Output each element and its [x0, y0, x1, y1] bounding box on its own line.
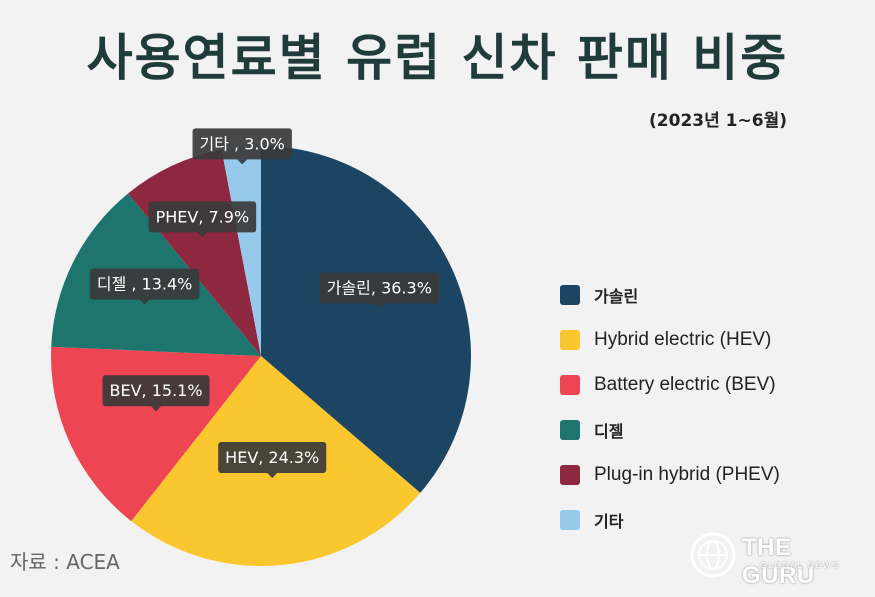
pie-slice-other[interactable]: [221, 146, 261, 356]
legend-label: Plug-in hybrid (PHEV): [594, 463, 780, 485]
slice-label-pointer: [151, 406, 162, 412]
slice-label-box: [192, 128, 292, 160]
pie-slice-gasoline[interactable]: [261, 146, 472, 493]
legend-swatch: [560, 464, 580, 485]
slice-label-other: 기타 , 3.0%: [192, 128, 292, 165]
legend-item-phev[interactable]: Plug-in hybrid (PHEV): [560, 452, 780, 497]
legend-swatch: [560, 374, 580, 395]
slice-label-pointer: [139, 299, 150, 305]
source-note: 자료 : ACEA: [10, 550, 120, 574]
legend-swatch: [560, 329, 580, 350]
legend-label: 디젤: [594, 421, 624, 441]
publisher-logo: THE GURU GLOBAL NEWS: [690, 530, 860, 589]
legend: 가솔린 Hybrid electric (HEV) Battery electr…: [560, 272, 780, 542]
legend-swatch: [560, 284, 580, 305]
slice-label-text: HEV, 24.3%: [225, 448, 319, 467]
slice-label-box: [102, 375, 210, 407]
slice-label-box: [148, 201, 257, 233]
logo-tagline: GLOBAL NEWS: [760, 561, 840, 570]
pie-slice-phev[interactable]: [128, 149, 261, 356]
slice-label-pointer: [237, 159, 248, 165]
slice-label-box: [89, 268, 200, 300]
slice-label-text: PHEV, 7.9%: [156, 207, 250, 226]
legend-swatch: [560, 419, 580, 440]
slice-label-pointer: [267, 472, 278, 478]
legend-item-gasoline[interactable]: 가솔린: [560, 272, 780, 317]
slice-label-box: [218, 441, 327, 473]
legend-item-diesel[interactable]: 디젤: [560, 407, 780, 452]
legend-label: Battery electric (BEV): [594, 373, 776, 395]
legend-label: 기타: [594, 511, 624, 531]
globe-icon: [690, 532, 736, 578]
slice-label-text: 기타 , 3.0%: [200, 134, 285, 153]
slice-label-text: 가솔린, 36.3%: [327, 279, 432, 298]
slice-label-gasoline: 가솔린, 36.3%: [319, 272, 439, 309]
chart-subtitle: (2023년 1~6월): [649, 111, 787, 131]
legend-label: Hybrid electric (HEV): [594, 328, 772, 350]
legend-label: 가솔린: [594, 286, 639, 306]
legend-swatch: [560, 509, 580, 530]
slice-label-diesel: 디젤 , 13.4%: [89, 268, 200, 305]
slice-label-hev: HEV, 24.3%: [218, 441, 327, 478]
slice-label-phev: PHEV, 7.9%: [148, 201, 257, 238]
slice-label-box: [319, 272, 439, 304]
legend-item-hev[interactable]: Hybrid electric (HEV): [560, 317, 780, 362]
slice-label-pointer: [197, 232, 208, 238]
legend-item-bev[interactable]: Battery electric (BEV): [560, 362, 780, 407]
logo-name: THE GURU: [742, 534, 815, 589]
legend-item-other[interactable]: 기타: [560, 497, 780, 542]
slice-label-pointer: [374, 303, 385, 309]
slice-label-bev: BEV, 15.1%: [102, 375, 210, 412]
slice-label-text: BEV, 15.1%: [110, 381, 203, 400]
chart-title: 사용연료별 유럽 신차 판매 비중: [86, 29, 789, 87]
slice-label-text: 디젤 , 13.4%: [97, 275, 193, 294]
